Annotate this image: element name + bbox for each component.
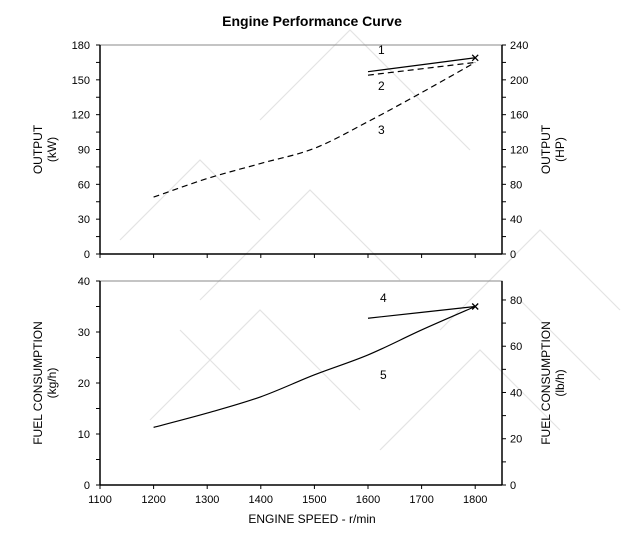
series-line-5 <box>153 305 476 428</box>
y-tick-label: 60 <box>78 179 90 191</box>
y2-tick-label: 240 <box>510 40 528 52</box>
y2-tick-label: 40 <box>510 387 522 399</box>
y-axis-label: FUEL CONSUMPTION <box>31 321 45 445</box>
y-tick-label: 90 <box>78 145 90 157</box>
rated-point-marker <box>471 54 479 62</box>
x-tick-label: 1800 <box>463 494 487 506</box>
series-label-2: 2 <box>378 79 385 93</box>
y2-tick-label: 160 <box>510 110 528 122</box>
y-tick-label: 0 <box>84 480 90 492</box>
x-tick-label: 1200 <box>141 494 165 506</box>
y2-tick-label: 80 <box>510 295 522 307</box>
series-label-5: 5 <box>380 368 387 382</box>
x-tick-label: 1700 <box>409 494 433 506</box>
x-tick-label: 1600 <box>356 494 380 506</box>
y-tick-label: 40 <box>78 276 90 288</box>
y-tick-label: 30 <box>78 214 90 226</box>
y2-tick-label: 0 <box>510 249 516 261</box>
y-tick-label: 0 <box>84 249 90 261</box>
y-axis-label: (kW) <box>45 137 59 162</box>
x-axis-label: ENGINE SPEED - r/min <box>248 512 375 526</box>
series-line-3 <box>153 61 476 198</box>
plot-2: 0 10 20 30 40 0 20 40 60 80 1100 1200 1300 1400 1500 16… <box>31 276 567 526</box>
y-tick-label: 10 <box>78 429 90 441</box>
y-tick-label: 150 <box>72 75 90 87</box>
y-axis-label: (kg/h) <box>45 368 59 399</box>
y2-tick-label: 80 <box>510 179 522 191</box>
y2-tick-label: 120 <box>510 145 528 157</box>
y2-tick-label: 60 <box>510 341 522 353</box>
y2-tick-label: 0 <box>510 480 516 492</box>
watermark <box>119 29 621 451</box>
y2-axis-label: (lb/h) <box>553 369 567 396</box>
y2-tick-label: 200 <box>510 75 528 87</box>
series-label-3: 3 <box>378 123 385 137</box>
rated-point-marker <box>471 303 479 310</box>
y-tick-label: 30 <box>78 327 90 339</box>
y2-axis-label: FUEL CONSUMPTION <box>539 321 553 445</box>
x-tick-label: 1300 <box>195 494 219 506</box>
y-tick-label: 20 <box>78 378 90 390</box>
series-line-1 <box>367 57 476 73</box>
y2-axis-label: OUTPUT <box>539 124 553 174</box>
y-axis-label: OUTPUT <box>31 124 45 174</box>
series-label-4: 4 <box>380 291 387 305</box>
y2-tick-label: 20 <box>510 434 522 446</box>
chart-title: Engine Performance Curve <box>222 13 402 29</box>
x-tick-label: 1400 <box>249 494 273 506</box>
x-tick-label: 1100 <box>88 494 112 506</box>
x-tick-label: 1500 <box>302 494 326 506</box>
y-tick-label: 120 <box>72 110 90 122</box>
series-line-4 <box>367 305 476 319</box>
series-line-2 <box>367 61 476 76</box>
series-label-1: 1 <box>378 43 385 57</box>
y-tick-label: 180 <box>72 40 90 52</box>
plot-frame <box>99 280 503 486</box>
y2-axis-label: (HP) <box>553 137 567 162</box>
y2-tick-label: 40 <box>510 214 522 226</box>
plot-1: 030609012015018004080120160200240OUTPUT(… <box>31 40 567 261</box>
plot-frame <box>99 44 503 255</box>
